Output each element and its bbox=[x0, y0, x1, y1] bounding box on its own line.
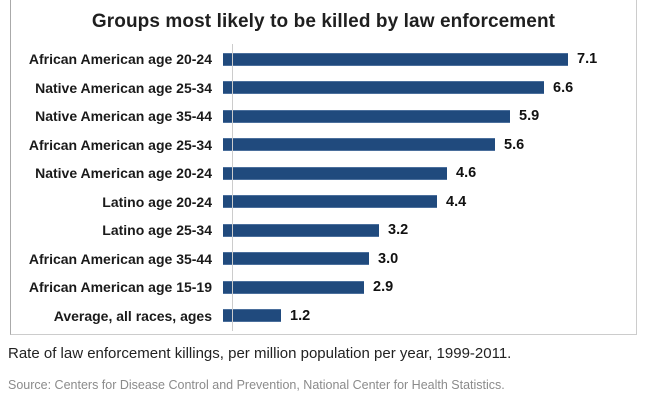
value-label: 5.9 bbox=[519, 108, 540, 125]
bar-area: 4.6 bbox=[222, 165, 636, 181]
value-label: 4.6 bbox=[456, 165, 477, 182]
bar-area: 3.2 bbox=[222, 222, 636, 238]
category-label: Native American age 25-34 bbox=[35, 79, 212, 96]
bar bbox=[223, 309, 281, 323]
bar bbox=[223, 195, 437, 209]
chart-row: Native American age 25-34 6.6 bbox=[11, 74, 636, 103]
bar-area: 7.1 bbox=[222, 51, 636, 67]
category-label: African American age 25-34 bbox=[28, 136, 212, 153]
chart-row: African American age 25-34 5.6 bbox=[11, 131, 636, 160]
bar bbox=[223, 252, 369, 266]
chart-row: Latino age 20-24 4.4 bbox=[11, 188, 636, 217]
chart-row: Native American age 20-24 4.6 bbox=[11, 159, 636, 188]
bar bbox=[223, 138, 495, 152]
bar-area: 5.9 bbox=[222, 108, 636, 124]
y-axis-line bbox=[232, 44, 233, 331]
bar bbox=[223, 280, 364, 294]
value-label: 5.6 bbox=[504, 136, 525, 153]
value-label: 6.6 bbox=[553, 79, 574, 96]
chart-row: Latino age 25-34 3.2 bbox=[11, 216, 636, 245]
value-label: 2.9 bbox=[373, 279, 394, 296]
chart-caption: Rate of law enforcement killings, per mi… bbox=[8, 345, 512, 362]
category-label: Latino age 25-34 bbox=[102, 222, 212, 239]
chart-container: Groups most likely to be killed by law e… bbox=[10, 0, 637, 335]
bar-area: 3.0 bbox=[222, 251, 636, 267]
chart-title: Groups most likely to be killed by law e… bbox=[91, 11, 556, 32]
category-label: Latino age 20-24 bbox=[102, 193, 212, 210]
bar-area: 6.6 bbox=[222, 80, 636, 96]
bar bbox=[223, 81, 544, 95]
bar bbox=[223, 166, 447, 180]
category-label: African American age 15-19 bbox=[28, 279, 212, 296]
chart-row: African American age 35-44 3.0 bbox=[11, 245, 636, 274]
chart-row: Native American age 35-44 5.9 bbox=[11, 102, 636, 131]
chart-rows: African American age 20-24 7.1 Native Amer… bbox=[11, 45, 636, 330]
bar bbox=[223, 109, 510, 123]
bar bbox=[223, 52, 568, 66]
chart-row: African American age 15-19 2.9 bbox=[11, 273, 636, 302]
value-label: 1.2 bbox=[290, 307, 311, 324]
value-label: 7.1 bbox=[577, 51, 598, 68]
value-label: 3.0 bbox=[378, 250, 399, 267]
category-label: Average, all races, ages bbox=[53, 307, 212, 324]
bar-area: 1.2 bbox=[222, 308, 636, 324]
value-label: 4.4 bbox=[446, 193, 467, 210]
category-label: Native American age 20-24 bbox=[35, 165, 212, 182]
bar-area: 5.6 bbox=[222, 137, 636, 153]
bar-area: 4.4 bbox=[222, 194, 636, 210]
source-note: Source: Centers for Disease Control and … bbox=[8, 378, 505, 392]
category-label: Native American age 35-44 bbox=[35, 108, 212, 125]
bar-area: 2.9 bbox=[222, 279, 636, 295]
chart-row: African American age 20-24 7.1 bbox=[11, 45, 636, 74]
category-label: African American age 35-44 bbox=[28, 250, 212, 267]
chart-row: Average, all races, ages 1.2 bbox=[11, 302, 636, 331]
category-label: African American age 20-24 bbox=[28, 51, 212, 68]
value-label: 3.2 bbox=[388, 222, 409, 239]
bar bbox=[223, 223, 379, 237]
